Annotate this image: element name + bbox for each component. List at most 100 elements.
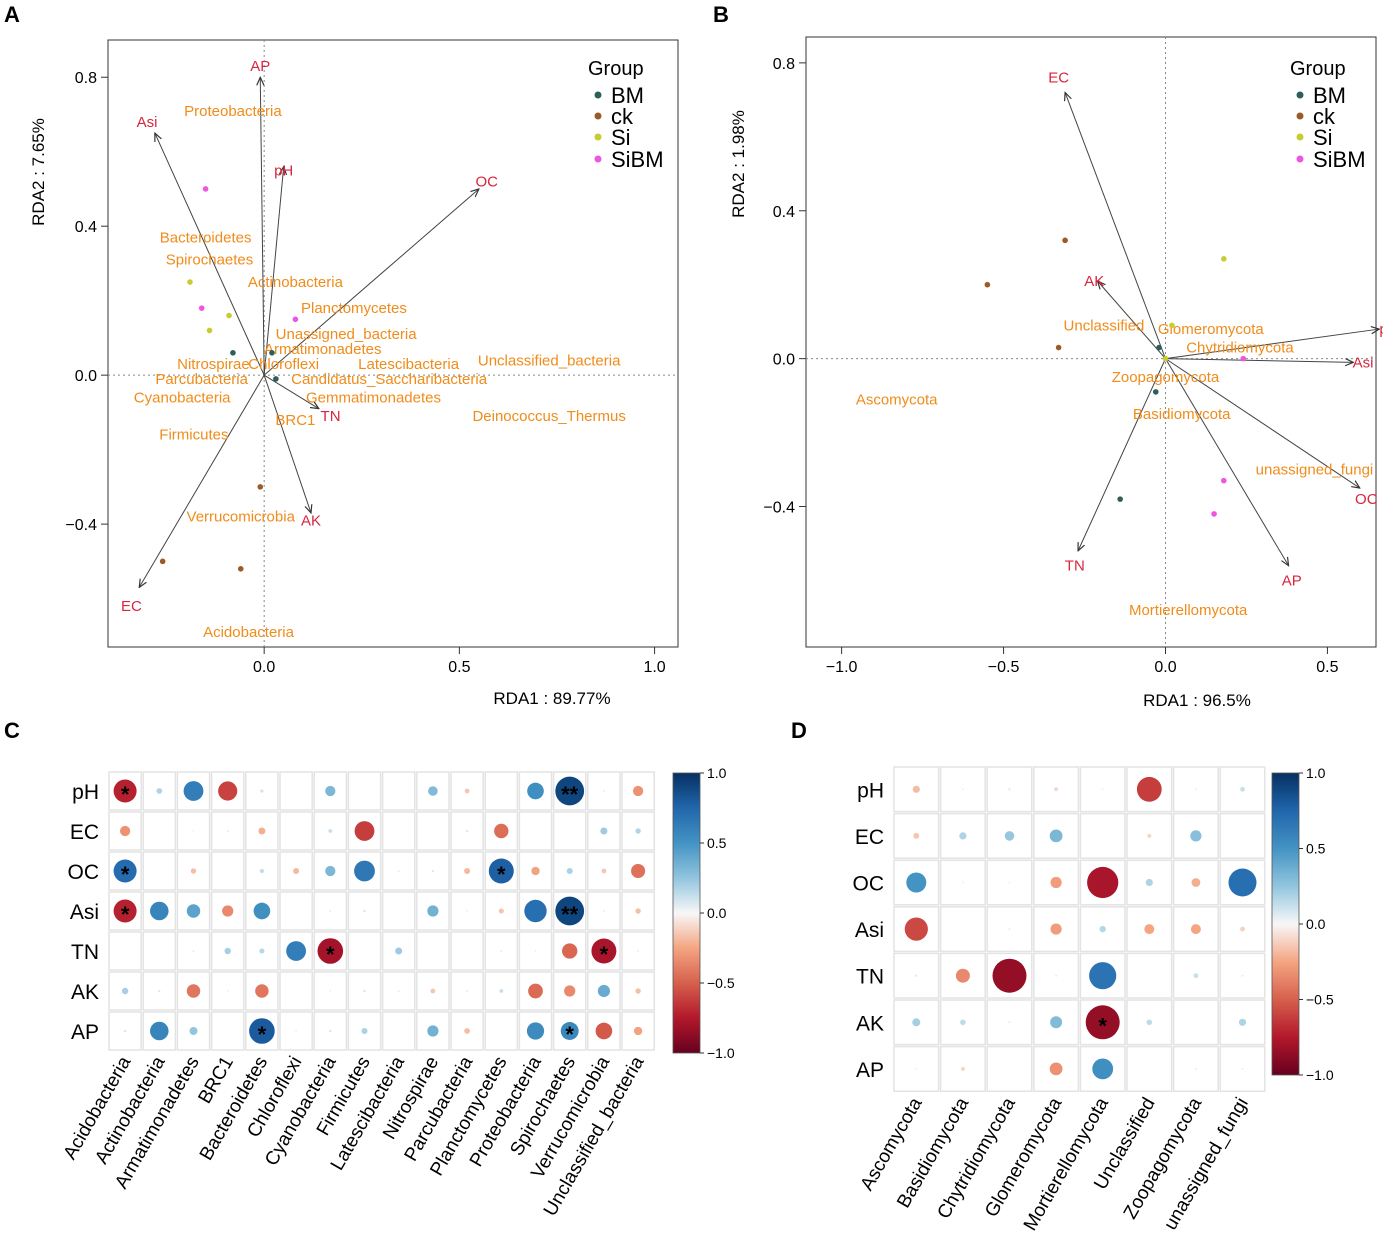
correlation-circle <box>259 948 265 954</box>
correlation-circle <box>1136 776 1162 802</box>
x-axis-label: RDA1 : 89.77% <box>493 689 610 708</box>
x-tick-label: 0.0 <box>253 659 275 676</box>
legend-marker-bm <box>594 91 602 99</box>
vector-arrow-asi <box>1165 359 1353 363</box>
correlation-circle <box>1008 788 1011 791</box>
correlation-circle <box>258 827 266 835</box>
correlation-circle <box>524 899 547 923</box>
correlation-circle <box>635 988 641 994</box>
vector-arrow-ph <box>263 167 284 376</box>
significance-star: * <box>121 782 130 807</box>
taxon-label-latescibacteria: Latescibacteria <box>358 356 460 373</box>
heatmap-cell <box>552 1011 587 1051</box>
legend-marker-bm <box>1296 91 1304 99</box>
correlation-circle <box>494 823 509 839</box>
correlation-circle <box>564 985 576 997</box>
vector-arrow-asi <box>155 133 265 376</box>
heatmap-cell <box>142 811 177 851</box>
correlation-circle <box>637 950 640 952</box>
correlation-circle <box>464 788 470 794</box>
heatmap-cell <box>518 811 553 851</box>
heatmap-cell <box>245 811 279 851</box>
taxon-label-mortierellomycota: Mortierellomycota <box>1129 602 1248 619</box>
significance-star: * <box>121 862 130 887</box>
correlation-circle <box>531 866 540 876</box>
y-axis-label: RDA2 : 7.65% <box>29 118 48 226</box>
x-tick-label: −0.5 <box>988 659 1020 676</box>
correlation-circle <box>329 990 332 992</box>
legend-marker-sibm <box>1296 155 1304 163</box>
sample-point-sibm <box>1240 355 1247 362</box>
sample-point-si <box>187 279 193 285</box>
correlation-circle <box>500 950 503 952</box>
correlation-circle <box>361 1027 368 1035</box>
correlation-circle <box>464 867 471 875</box>
correlation-circle <box>566 867 573 875</box>
sample-point-bm <box>273 376 279 382</box>
row-labels: pH EC OC Asi TN AK AP <box>68 781 100 1044</box>
env-vectors: AP Asi pH OC TN AK EC <box>121 58 498 615</box>
correlation-circle <box>113 779 137 803</box>
colorbar-tick-label: 0.0 <box>707 905 727 921</box>
correlation-circle <box>1241 1067 1244 1070</box>
sample-points <box>159 186 299 572</box>
heatmap-cell <box>484 1011 519 1051</box>
row-label-oc: OC <box>68 861 100 884</box>
plot-frame <box>805 36 1377 648</box>
correlation-circle <box>1087 866 1119 899</box>
vector-arrow-tn <box>263 374 319 409</box>
legend-label-ck: ck <box>611 104 634 129</box>
sample-point-ck <box>984 281 991 288</box>
taxon-label-actinobacteria: Actinobacteria <box>248 274 344 291</box>
significance-star: ** <box>561 782 579 807</box>
correlation-circle <box>1101 788 1104 791</box>
env-vectors: EC AK pH Asi OC AP TN <box>1048 70 1383 590</box>
heatmap-cell <box>142 931 177 971</box>
vector-arrow-ec <box>139 374 265 587</box>
legend-marker-ck <box>594 112 602 120</box>
correlation-circle <box>317 938 344 964</box>
heatmap-cell <box>108 931 142 971</box>
correlation-circle <box>428 786 438 796</box>
row-label-ak: AK <box>856 1012 884 1035</box>
heatmap-cell <box>1172 952 1219 999</box>
vector-label-ak: AK <box>301 512 321 529</box>
correlation-circle <box>1144 924 1155 935</box>
correlation-circle <box>631 863 646 879</box>
correlation-circle <box>555 776 585 806</box>
row-label-ph: pH <box>857 779 884 802</box>
vector-label-oc: OC <box>475 174 498 191</box>
taxon-label-basidiomycota: Basidiomycota <box>1133 406 1231 423</box>
correlation-circle <box>1193 973 1199 979</box>
colorbar-tick-label: 1.0 <box>1306 765 1326 781</box>
heatmap-cell <box>484 771 519 811</box>
correlation-circle <box>1240 926 1245 932</box>
panel-label-d: D <box>791 718 807 743</box>
correlation-circle <box>959 832 967 840</box>
vector-label-ak: AK <box>1084 273 1104 290</box>
heatmap-cell <box>347 931 382 971</box>
correlation-circle <box>498 908 504 914</box>
legend-label-si: Si <box>1313 125 1333 150</box>
correlation-circle <box>464 1028 470 1034</box>
sample-point-bm <box>230 350 236 356</box>
taxon-label-parcubacteria: Parcubacteria <box>155 371 248 388</box>
heatmap-cell <box>893 766 940 813</box>
heatmap-cell <box>279 971 313 1011</box>
correlation-circle <box>1190 924 1201 935</box>
y-axis-label: RDA2 : 1.98% <box>729 110 748 218</box>
correlation-circle <box>960 1066 965 1071</box>
correlation-circle <box>560 1022 579 1040</box>
zero-lines <box>806 37 1376 647</box>
y-tick-label: 0.8 <box>773 56 795 73</box>
vector-label-asi: Asi <box>1353 354 1374 371</box>
correlation-circle <box>427 1025 439 1037</box>
correlation-circle <box>1008 881 1011 884</box>
sample-point-sibm <box>202 186 209 192</box>
legend: Group BM ck Si SiBM <box>1290 58 1366 172</box>
vector-arrow-ak <box>1097 281 1166 359</box>
row-label-tn: TN <box>856 966 884 989</box>
heatmap-cell <box>450 931 484 971</box>
correlation-circle <box>255 984 269 998</box>
